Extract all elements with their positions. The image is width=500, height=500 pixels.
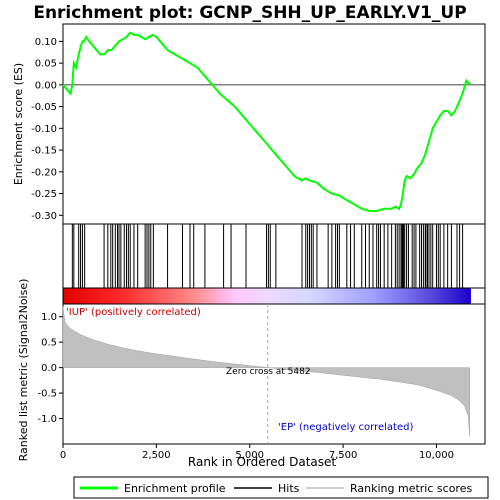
metric-y-tick-label: 0.0 bbox=[41, 363, 57, 374]
hit-marks bbox=[71, 224, 464, 288]
x-tick-label: 0 bbox=[60, 450, 66, 461]
x-tick-label: 7,500 bbox=[329, 450, 358, 461]
metric-y-ticks: 1.0 0.5 0.0 -0.5 -1.0 bbox=[37, 312, 63, 425]
metric-y-tick-label: 1.0 bbox=[41, 312, 57, 323]
enrichment-panel: 0.10 0.05 0.00 -0.05 -0.10 -0.15 -0.20 -0.25 -0.… bbox=[12, 23, 486, 225]
x-axis-label: Rank in Ordered Dataset bbox=[188, 455, 336, 469]
enrichment-profile-line bbox=[62, 31, 471, 212]
rank-gradient-strip bbox=[63, 288, 471, 304]
x-ticks: 0 2,500 5,000 7,500 10,000 bbox=[60, 444, 454, 461]
metric-y-tick-label: -1.0 bbox=[37, 414, 57, 425]
chart-title: Enrichment plot: GCNP_SHH_UP_EARLY.V1_UP bbox=[33, 3, 466, 23]
es-y-tick-label: -0.15 bbox=[31, 146, 57, 157]
es-y-tick-label: -0.20 bbox=[31, 167, 57, 178]
metric-y-tick-label: -0.5 bbox=[37, 389, 57, 400]
ranked-metric-panel: 1.0 0.5 0.0 -0.5 -1.0 0 2,500 5,000 7,500 10,000… bbox=[17, 279, 486, 469]
legend-label-hits: Hits bbox=[278, 482, 300, 495]
metric-y-axis-label: Ranked list metric (Signal2Noise) bbox=[17, 279, 30, 462]
es-y-axis-label: Enrichment score (ES) bbox=[12, 63, 25, 185]
es-y-tick-label: -0.30 bbox=[31, 211, 57, 222]
x-tick-label: 5,000 bbox=[235, 450, 264, 461]
es-y-tick-label: -0.25 bbox=[31, 189, 57, 200]
es-y-tick-label: -0.10 bbox=[31, 124, 57, 135]
hits-panel bbox=[62, 223, 486, 289]
es-y-tick-label: 0.10 bbox=[35, 37, 57, 48]
es-y-ticks: 0.10 0.05 0.00 -0.05 -0.10 -0.15 -0.20 -0.25 -0.… bbox=[31, 37, 63, 222]
legend-label-enrichment-profile: Enrichment profile bbox=[124, 482, 226, 495]
es-y-tick-label: 0.00 bbox=[35, 80, 57, 91]
negative-correlation-label: 'EP' (negatively correlated) bbox=[278, 422, 413, 433]
es-y-tick-label: -0.05 bbox=[31, 102, 57, 113]
hits-plot-frame bbox=[62, 223, 486, 289]
legend-box bbox=[73, 476, 489, 499]
ranking-metric-area bbox=[62, 306, 470, 437]
legend-label-ranking-metric: Ranking metric scores bbox=[350, 482, 472, 495]
es-y-tick-label: 0.05 bbox=[35, 59, 57, 70]
rank-color-bar bbox=[62, 287, 486, 305]
zero-cross-label: Zero cross at 5482 bbox=[226, 367, 311, 377]
legend: Enrichment profile Hits Ranking metric s… bbox=[73, 476, 489, 499]
enrichment-plot-frame bbox=[62, 23, 486, 225]
x-tick-label: 2,500 bbox=[142, 450, 171, 461]
positive-correlation-label: 'IUP' (positively correlated) bbox=[66, 307, 201, 318]
x-tick-label: 10,000 bbox=[419, 450, 454, 461]
metric-y-tick-label: 0.5 bbox=[41, 338, 57, 349]
